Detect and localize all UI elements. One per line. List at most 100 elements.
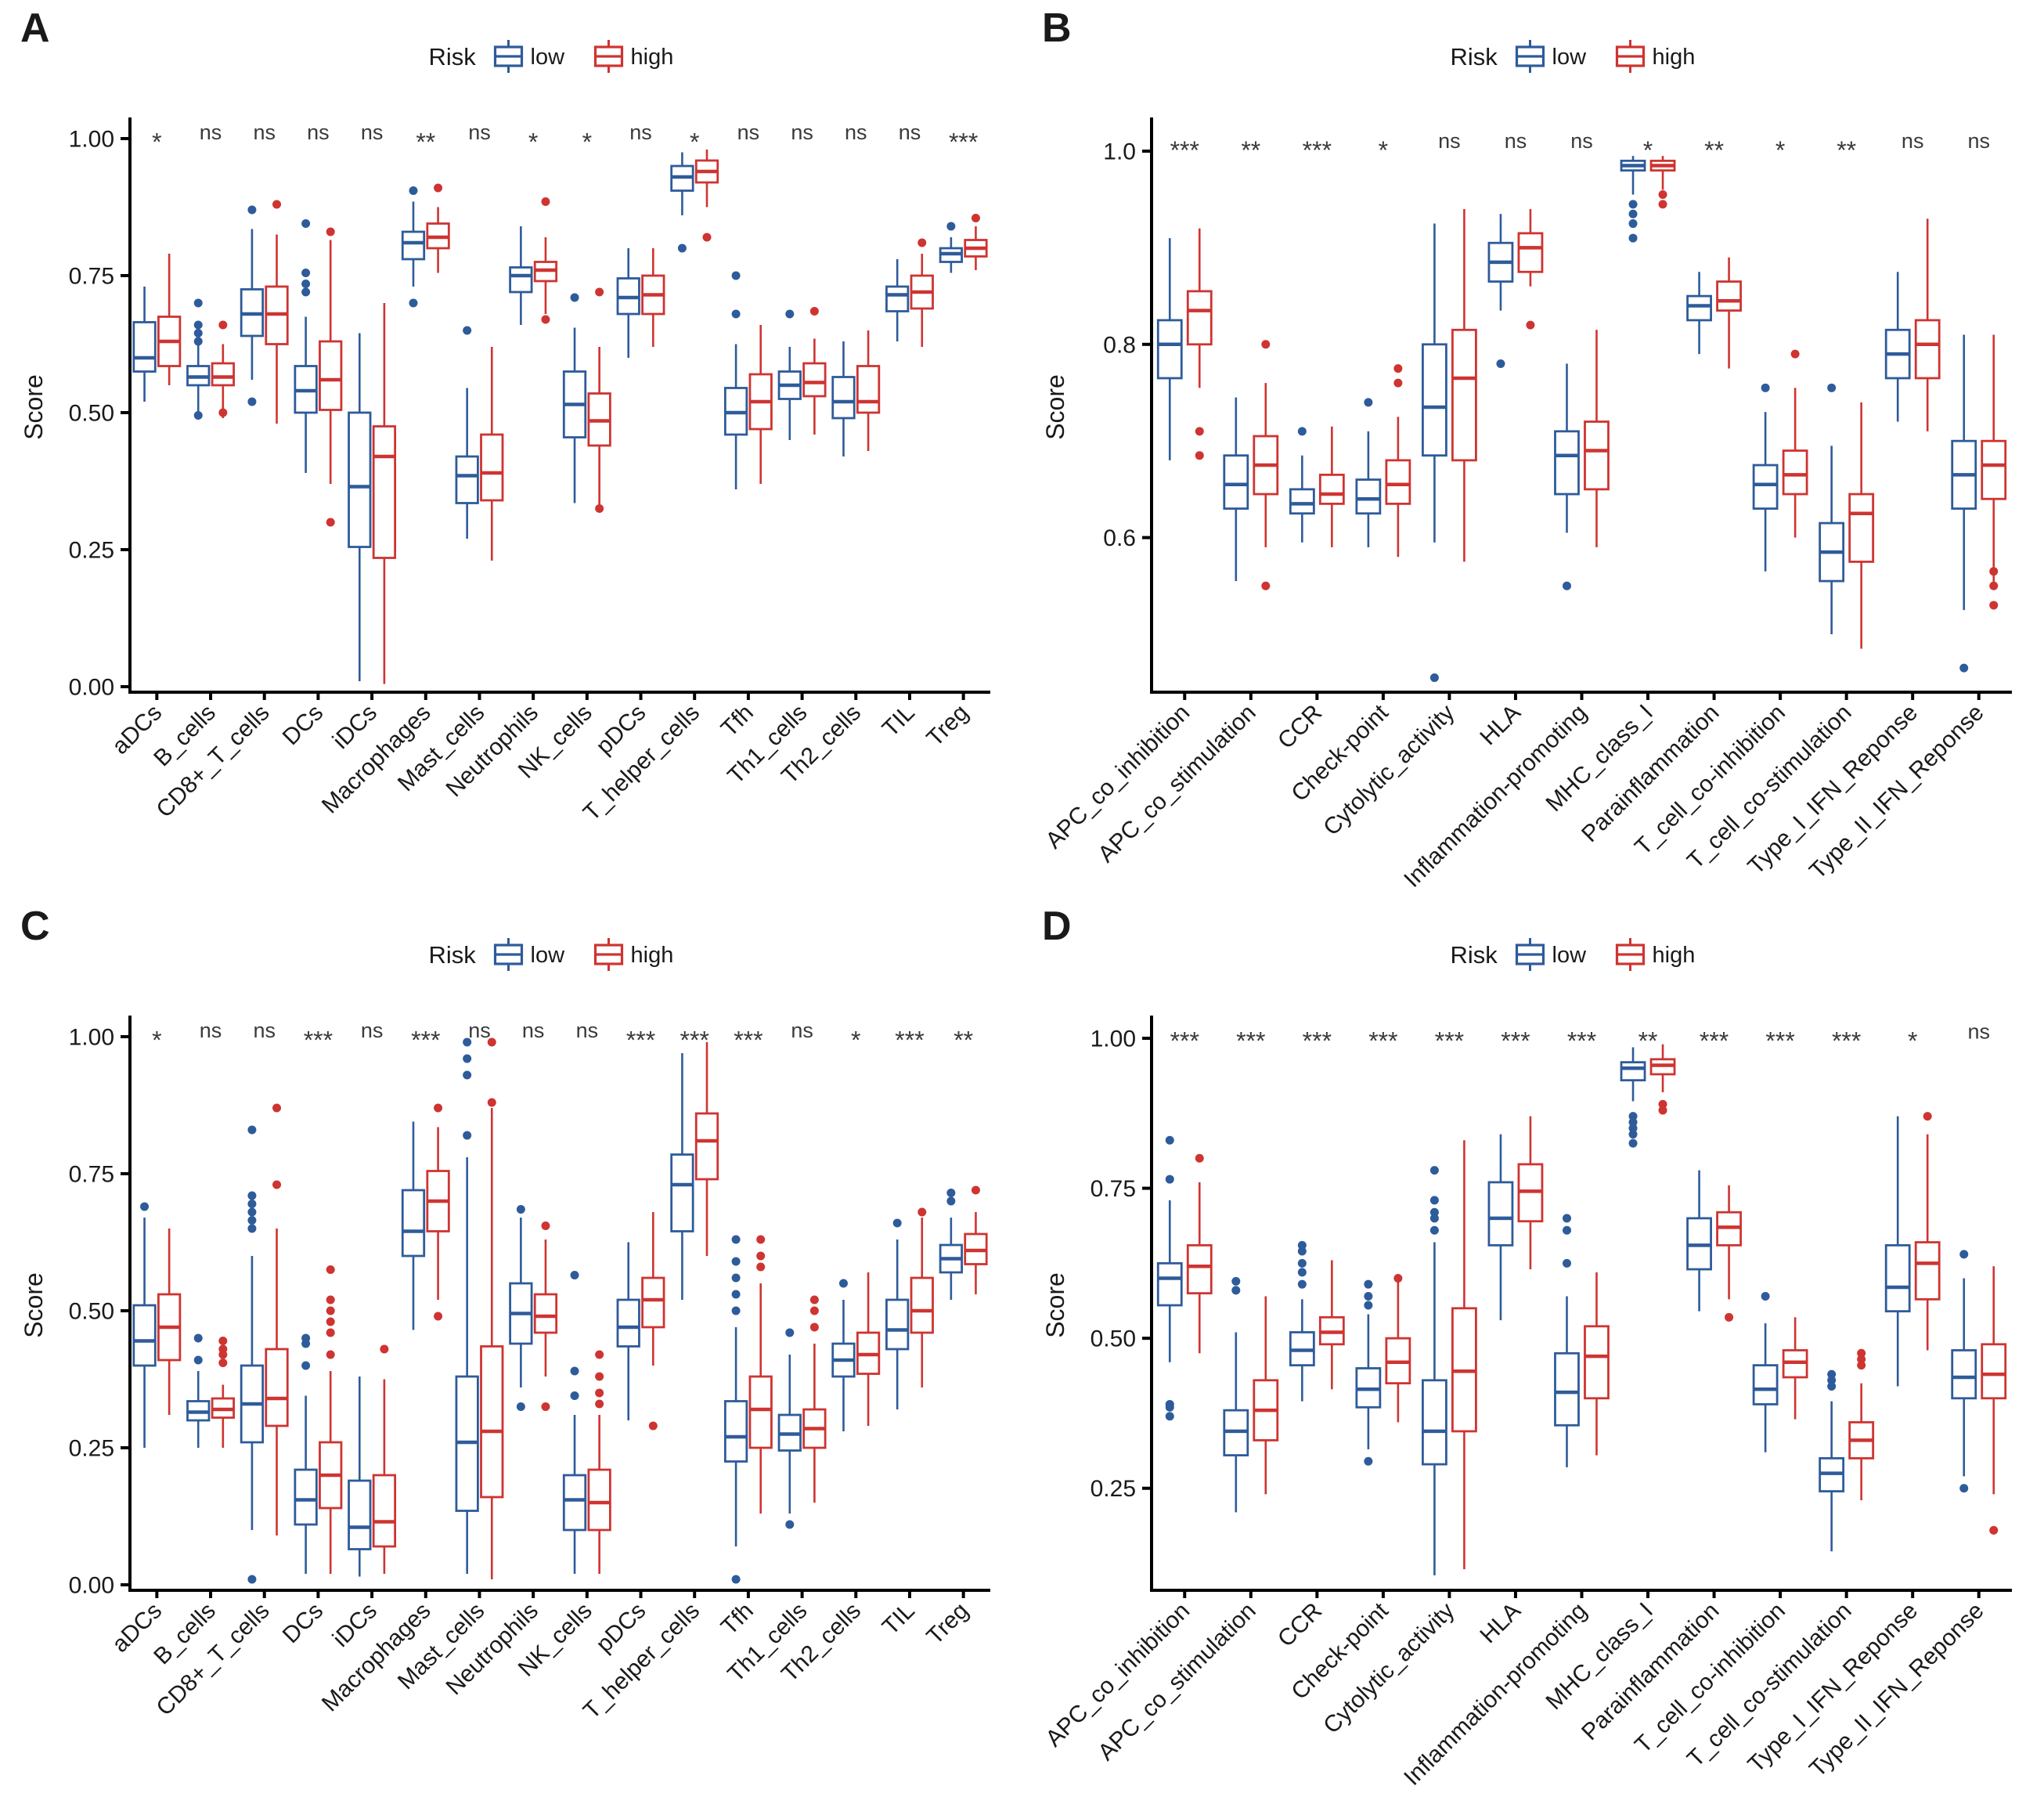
outlier-dot bbox=[1231, 1286, 1241, 1295]
box bbox=[348, 411, 372, 548]
outlier-dot bbox=[1393, 364, 1403, 373]
y-tick-label: 0.25 bbox=[69, 538, 114, 564]
x-tick-label: HLA bbox=[1475, 700, 1526, 751]
significance-label: * bbox=[1775, 136, 1785, 164]
box bbox=[1289, 488, 1315, 515]
significance-label: * bbox=[851, 1026, 860, 1054]
box bbox=[1186, 290, 1213, 346]
box-group: *** Treg bbox=[921, 128, 988, 752]
outlier-dot bbox=[1165, 1402, 1174, 1412]
box bbox=[1186, 1243, 1213, 1295]
outlier-dot bbox=[409, 186, 418, 195]
outlier-dot bbox=[1297, 1279, 1307, 1289]
box bbox=[1620, 1061, 1646, 1082]
outlier-dot bbox=[595, 1372, 604, 1381]
box bbox=[748, 1375, 773, 1449]
significance-label: *** bbox=[1832, 1027, 1861, 1055]
significance-label: ** bbox=[1837, 136, 1856, 164]
box bbox=[455, 455, 479, 504]
y-tick-label: 0.25 bbox=[1090, 1476, 1136, 1502]
significance-label: ns bbox=[1967, 1019, 1990, 1043]
box bbox=[319, 340, 343, 411]
outlier-dot bbox=[487, 1098, 496, 1107]
outlier-dot bbox=[756, 1251, 766, 1261]
box bbox=[1355, 478, 1382, 515]
outlier-dot bbox=[247, 1224, 257, 1233]
significance-label: * bbox=[1643, 136, 1653, 164]
outlier-dot bbox=[193, 320, 203, 330]
outlier-dot bbox=[541, 1402, 550, 1411]
significance-label: ns bbox=[791, 121, 813, 144]
legend-key-high bbox=[1615, 40, 1646, 73]
box bbox=[1223, 454, 1249, 510]
box bbox=[1981, 439, 2007, 500]
outlier-dot bbox=[731, 1290, 741, 1299]
x-tick-label: TIL bbox=[878, 700, 920, 742]
outlier-dot bbox=[218, 1359, 228, 1367]
outlier-dot bbox=[516, 1402, 525, 1411]
significance-label: ** bbox=[1704, 136, 1724, 164]
outlier-dot bbox=[595, 1350, 604, 1359]
outlier-dot bbox=[1429, 1225, 1439, 1235]
box bbox=[910, 1276, 934, 1334]
significance-label: *** bbox=[1501, 1027, 1530, 1055]
panel-C: C 0.00 0.25 0.50 0.75 1.00 Score Risk low high * a… bbox=[0, 898, 1022, 1797]
panel-A-plot: 0.00 0.25 0.50 0.75 1.00 Score Risk low high *aDC… bbox=[20, 40, 990, 826]
outlier-dot bbox=[1628, 1124, 1638, 1133]
outlier-dot bbox=[1297, 1268, 1307, 1277]
outlier-dot bbox=[785, 1328, 795, 1337]
significance-label: ns bbox=[200, 1019, 222, 1042]
significance-label: ns bbox=[361, 121, 384, 144]
outlier-dot bbox=[809, 1295, 819, 1304]
outlier-dot bbox=[731, 1273, 741, 1283]
outlier-dot bbox=[1658, 1106, 1667, 1115]
outlier-dot bbox=[1429, 1214, 1439, 1223]
box-group: *Th2_cells bbox=[777, 1026, 881, 1687]
box bbox=[348, 1479, 372, 1550]
panel-C-plot: 0.00 0.25 0.50 0.75 1.00 Score Risk low high *aDC… bbox=[20, 938, 990, 1724]
outlier-dot bbox=[247, 1200, 257, 1208]
outlier-dot bbox=[1628, 200, 1638, 209]
x-tick-label: Tfh bbox=[716, 1598, 759, 1640]
box bbox=[831, 376, 856, 420]
box-group: *** Tfh bbox=[716, 1026, 773, 1640]
box bbox=[401, 230, 426, 261]
outlier-dot bbox=[1790, 349, 1800, 359]
y-tick-label: 1.00 bbox=[1090, 1026, 1136, 1052]
y-axis-title: Score bbox=[20, 1272, 48, 1338]
y-axis-title: Score bbox=[20, 374, 48, 440]
legend-label-high: high bbox=[631, 45, 674, 70]
box bbox=[616, 1298, 640, 1348]
outlier-dot bbox=[409, 298, 418, 308]
outlier-dot bbox=[1429, 673, 1439, 682]
outlier-dot bbox=[1297, 1258, 1307, 1268]
outlier-dot bbox=[516, 1205, 525, 1214]
outlier-dot bbox=[1827, 1369, 1837, 1379]
significance-label: *** bbox=[1236, 1027, 1265, 1055]
box bbox=[1716, 280, 1742, 312]
box bbox=[1914, 319, 1941, 380]
legend: Risk low high bbox=[1451, 40, 1695, 73]
y-tick-label: 0.50 bbox=[69, 1299, 114, 1325]
outlier-dot bbox=[892, 1218, 902, 1228]
box bbox=[885, 1298, 910, 1351]
box-group: *** TIL bbox=[878, 1026, 934, 1640]
box bbox=[1422, 1379, 1447, 1466]
outlier-dot bbox=[917, 1207, 927, 1217]
outlier-dot bbox=[1297, 1240, 1307, 1250]
box bbox=[1487, 1181, 1514, 1247]
outlier-dot bbox=[946, 1196, 956, 1206]
significance-label: ns bbox=[1438, 129, 1461, 153]
outlier-dot bbox=[1628, 1130, 1638, 1139]
significance-label: ** bbox=[1241, 136, 1260, 164]
outlier-dot bbox=[247, 1125, 257, 1135]
outlier-dot bbox=[247, 1216, 257, 1225]
outlier-dot bbox=[1628, 219, 1638, 229]
outlier-dot bbox=[1429, 1207, 1439, 1217]
significance-label: *** bbox=[1435, 1027, 1464, 1055]
x-tick-label: Treg bbox=[921, 1598, 973, 1650]
outlier-dot bbox=[1563, 1258, 1571, 1268]
legend-key-low bbox=[1515, 40, 1545, 73]
outlier-dot bbox=[785, 309, 795, 319]
